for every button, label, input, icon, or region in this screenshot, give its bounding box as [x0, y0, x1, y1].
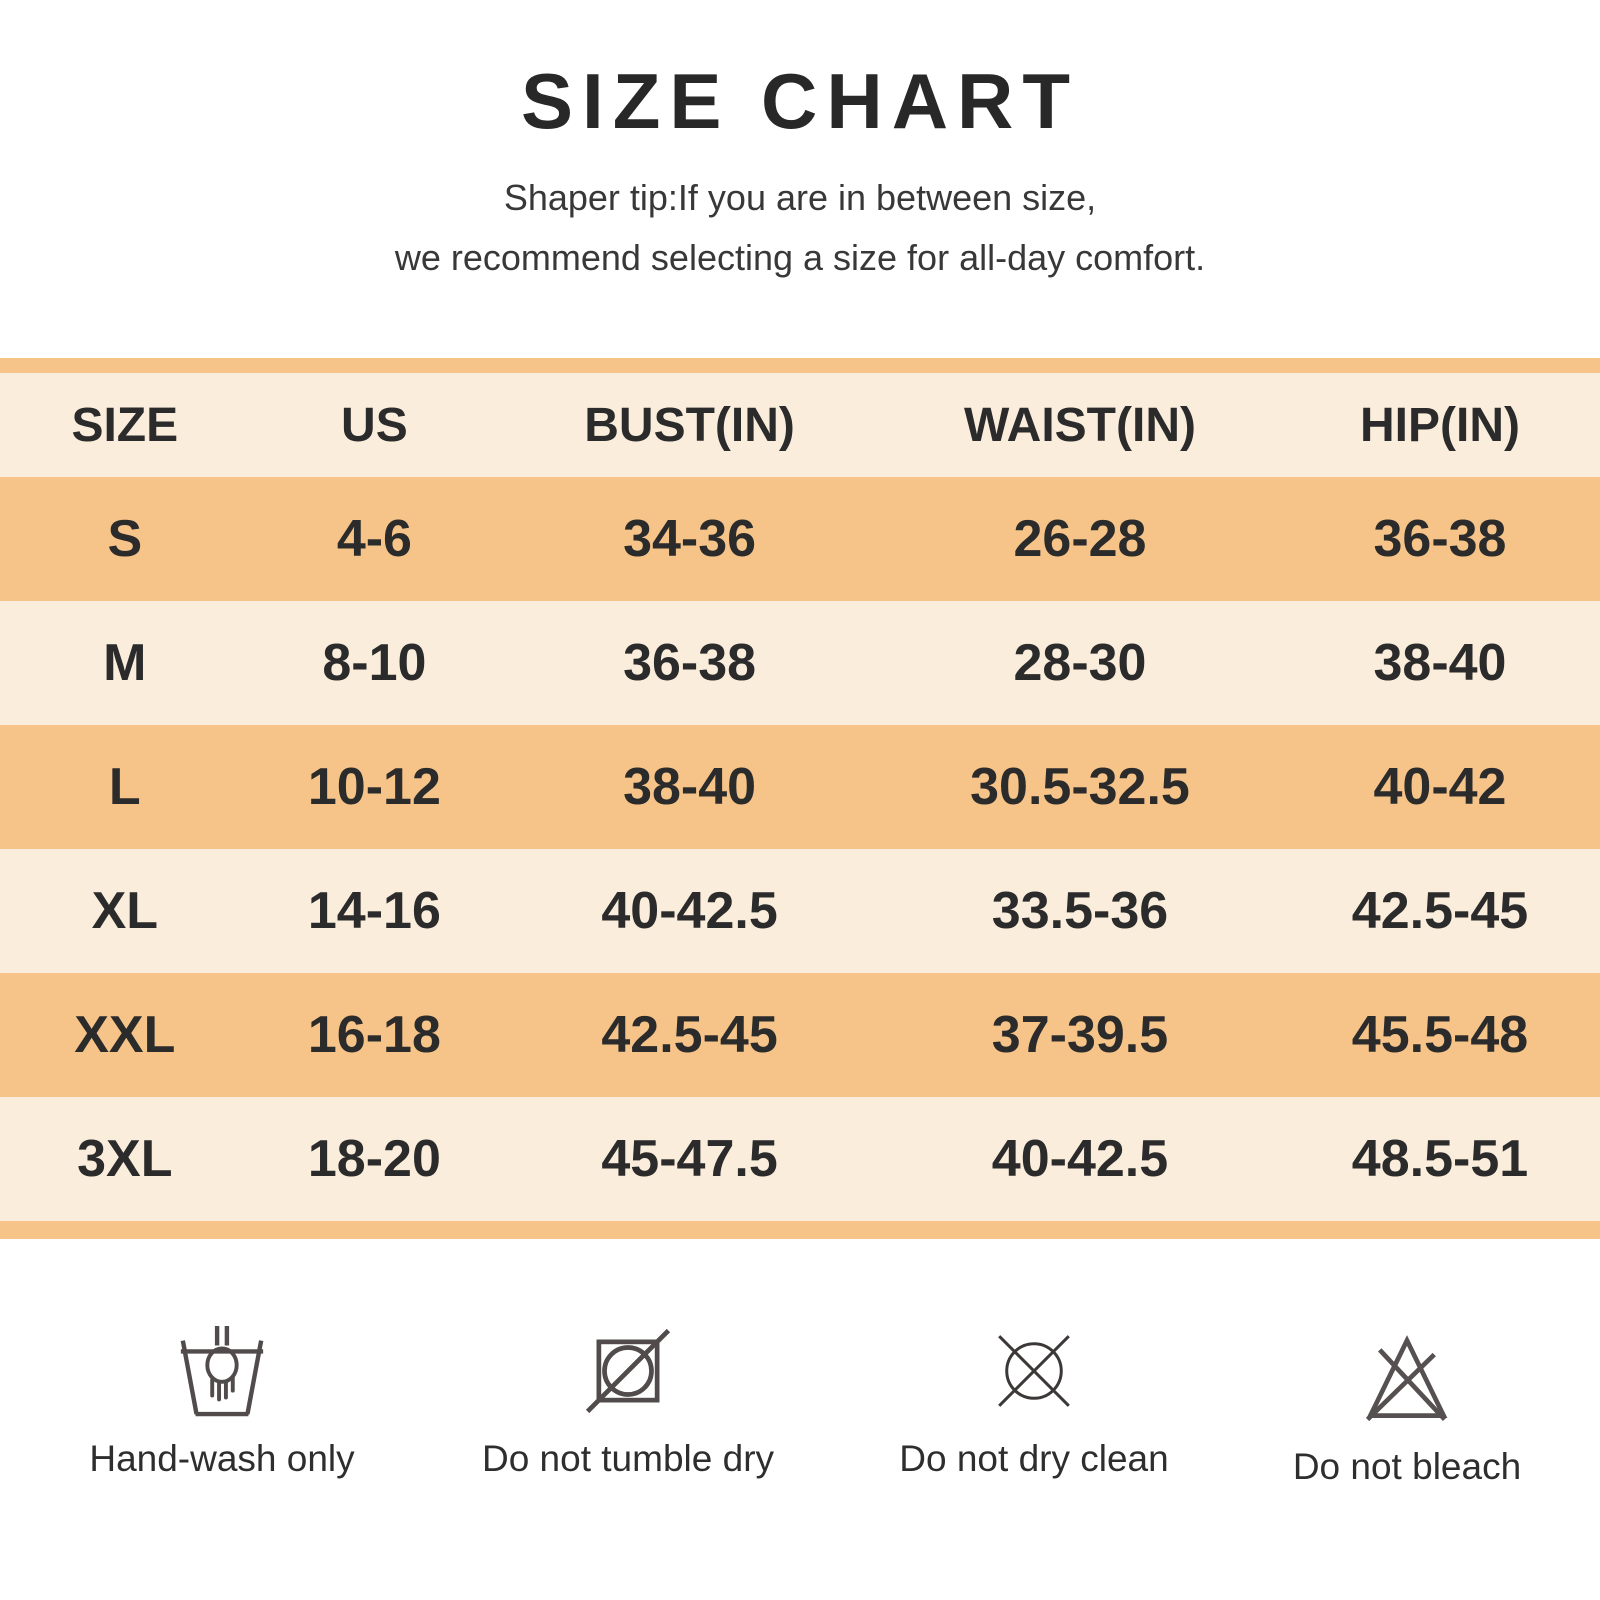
- table-cell: 38-40: [1279, 601, 1600, 725]
- table-row-xxl: XXL 16-18 42.5-45 37-39.5 45.5-48: [0, 973, 1600, 1097]
- table-row-m: M 8-10 36-38 28-30 38-40: [0, 601, 1600, 725]
- care-label: Hand-wash only: [89, 1438, 355, 1479]
- column-header-us: US: [249, 373, 500, 477]
- size-chart-table: SIZE US BUST(IN) WAIST(IN) HIP(IN) S 4-6…: [0, 358, 1600, 1239]
- column-header-waist: WAIST(IN): [879, 373, 1280, 477]
- table-cell: 42.5-45: [1279, 849, 1600, 973]
- table-cell: 8-10: [249, 601, 500, 725]
- table-cell: 36-38: [499, 601, 880, 725]
- care-label: Do not tumble dry: [481, 1438, 775, 1479]
- table-cell: 3XL: [0, 1097, 250, 1221]
- table-row-xl: XL 14-16 40-42.5 33.5-36 42.5-45: [0, 849, 1600, 973]
- table-cell: 18-20: [249, 1097, 500, 1221]
- table-cell: 45-47.5: [499, 1097, 880, 1221]
- table-cell: 26-28: [879, 477, 1280, 601]
- care-instruction-do-not-tumble-dry: Do not tumble dry: [438, 1324, 818, 1480]
- table-row-3xl: 3XL 18-20 45-47.5 40-42.5 48.5-51: [0, 1097, 1600, 1221]
- table-cell: 33.5-36: [879, 849, 1280, 973]
- table-cell: 42.5-45: [499, 973, 880, 1097]
- table-cell: 14-16: [249, 849, 500, 973]
- table-bottom-accent-bar: [0, 1221, 1600, 1239]
- table-cell: 38-40: [499, 725, 880, 849]
- table-cell: 4-6: [249, 477, 500, 601]
- table-cell: 37-39.5: [879, 973, 1280, 1097]
- table-top-accent-bar: [0, 358, 1600, 373]
- table-header-row: SIZE US BUST(IN) WAIST(IN) HIP(IN): [0, 373, 1600, 477]
- do-not-tumble-dry-icon: [585, 1328, 671, 1414]
- table-cell: 48.5-51: [1279, 1097, 1600, 1221]
- table-cell: M: [0, 601, 250, 725]
- table-cell: 36-38: [1279, 477, 1600, 601]
- do-not-dry-clean-icon: [998, 1335, 1070, 1407]
- table-cell: XL: [0, 849, 250, 973]
- table-cell: 34-36: [499, 477, 880, 601]
- subtitle-line-2: we recommend selecting a size for all-da…: [394, 237, 1206, 278]
- care-instruction-do-not-bleach: Do not bleach: [1217, 1332, 1597, 1488]
- care-instruction-hand-wash: Hand-wash only: [32, 1324, 412, 1480]
- table-cell: XXL: [0, 973, 250, 1097]
- care-instruction-do-not-dry-clean: Do not dry clean: [844, 1324, 1224, 1480]
- do-not-bleach-icon: [1365, 1335, 1448, 1422]
- table-cell: 40-42.5: [499, 849, 880, 973]
- table-cell: 10-12: [249, 725, 500, 849]
- table-cell: 45.5-48: [1279, 973, 1600, 1097]
- column-header-bust: BUST(IN): [499, 373, 880, 477]
- table-cell: 30.5-32.5: [879, 725, 1280, 849]
- column-header-hip: HIP(IN): [1279, 373, 1600, 477]
- table-cell: S: [0, 477, 250, 601]
- table-cell: 40-42: [1279, 725, 1600, 849]
- subtitle-line-1: Shaper tip:If you are in between size,: [503, 177, 1097, 218]
- table-cell: 40-42.5: [879, 1097, 1280, 1221]
- care-label: Do not dry clean: [899, 1438, 1169, 1479]
- table-cell: 16-18: [249, 973, 500, 1097]
- table-row-l: L 10-12 38-40 30.5-32.5 40-42: [0, 725, 1600, 849]
- page-title: SIZE CHART: [521, 57, 1079, 145]
- table-row-s: S 4-6 34-36 26-28 36-38: [0, 477, 1600, 601]
- table-cell: 28-30: [879, 601, 1280, 725]
- subtitle: Shaper tip:If you are in between size, w…: [0, 168, 1600, 288]
- care-label: Do not bleach: [1292, 1446, 1522, 1487]
- hand-wash-icon: [180, 1325, 264, 1417]
- column-header-size: SIZE: [0, 373, 250, 477]
- table-cell: L: [0, 725, 250, 849]
